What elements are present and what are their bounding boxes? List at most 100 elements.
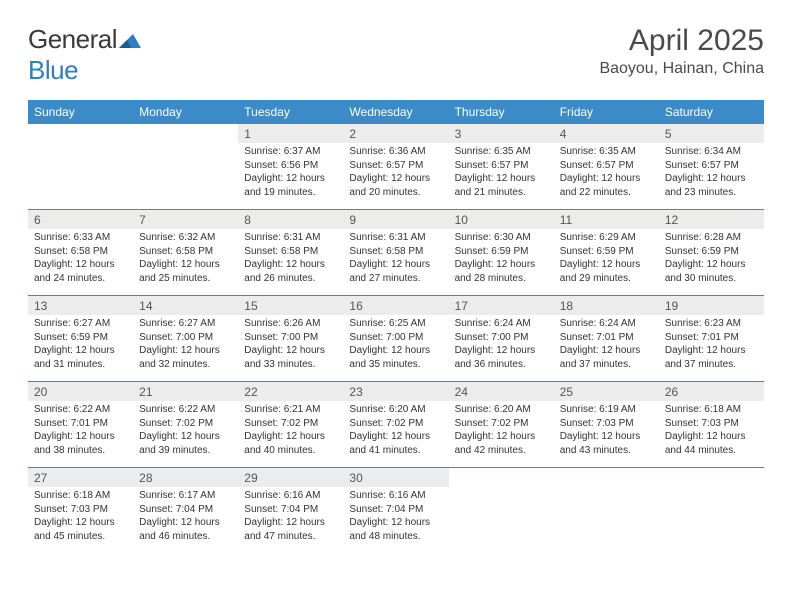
day-number <box>449 467 554 487</box>
day-info: Sunrise: 6:24 AMSunset: 7:00 PMDaylight:… <box>449 315 554 381</box>
daylight-text: Daylight: 12 hours and 32 minutes. <box>139 344 232 371</box>
day-number: 4 <box>554 124 659 143</box>
sunrise-text: Sunrise: 6:27 AM <box>34 317 127 331</box>
day-number: 26 <box>659 381 764 401</box>
sunset-text: Sunset: 7:04 PM <box>139 503 232 517</box>
day-number: 11 <box>554 209 659 229</box>
day-info: Sunrise: 6:30 AMSunset: 6:59 PMDaylight:… <box>449 229 554 295</box>
day-info: Sunrise: 6:37 AMSunset: 6:56 PMDaylight:… <box>238 143 343 209</box>
day-number: 25 <box>554 381 659 401</box>
sunset-text: Sunset: 6:59 PM <box>560 245 653 259</box>
day-number: 7 <box>133 209 238 229</box>
daylight-text: Daylight: 12 hours and 22 minutes. <box>560 172 653 199</box>
logo-text: GeneralBlue <box>28 24 141 86</box>
day-info: Sunrise: 6:27 AMSunset: 7:00 PMDaylight:… <box>133 315 238 381</box>
sunset-text: Sunset: 7:03 PM <box>34 503 127 517</box>
day-number: 3 <box>449 124 554 143</box>
dayhead-mon: Monday <box>133 100 238 124</box>
day-info: Sunrise: 6:24 AMSunset: 7:01 PMDaylight:… <box>554 315 659 381</box>
week-number-row: 13141516171819 <box>28 295 764 315</box>
week-info-row: Sunrise: 6:18 AMSunset: 7:03 PMDaylight:… <box>28 487 764 553</box>
day-info: Sunrise: 6:35 AMSunset: 6:57 PMDaylight:… <box>554 143 659 209</box>
location-label: Baoyou, Hainan, China <box>599 60 764 78</box>
daylight-text: Daylight: 12 hours and 44 minutes. <box>665 430 758 457</box>
daylight-text: Daylight: 12 hours and 26 minutes. <box>244 258 337 285</box>
day-info: Sunrise: 6:23 AMSunset: 7:01 PMDaylight:… <box>659 315 764 381</box>
day-info <box>28 149 133 203</box>
day-number: 27 <box>28 467 133 487</box>
sunrise-text: Sunrise: 6:31 AM <box>349 231 442 245</box>
sunset-text: Sunset: 7:03 PM <box>560 417 653 431</box>
day-number: 1 <box>238 124 343 143</box>
day-number: 9 <box>343 209 448 229</box>
sunrise-text: Sunrise: 6:27 AM <box>139 317 232 331</box>
daylight-text: Daylight: 12 hours and 45 minutes. <box>34 516 127 543</box>
day-number: 22 <box>238 381 343 401</box>
week-number-row: 27282930 <box>28 467 764 487</box>
day-number: 19 <box>659 295 764 315</box>
daylight-text: Daylight: 12 hours and 20 minutes. <box>349 172 442 199</box>
sunset-text: Sunset: 7:04 PM <box>349 503 442 517</box>
sunrise-text: Sunrise: 6:16 AM <box>244 489 337 503</box>
sunset-text: Sunset: 7:02 PM <box>139 417 232 431</box>
sunrise-text: Sunrise: 6:34 AM <box>665 145 758 159</box>
day-header-row: Sunday Monday Tuesday Wednesday Thursday… <box>28 100 764 124</box>
dayhead-wed: Wednesday <box>343 100 448 124</box>
sunrise-text: Sunrise: 6:30 AM <box>455 231 548 245</box>
sunset-text: Sunset: 7:03 PM <box>665 417 758 431</box>
day-info: Sunrise: 6:22 AMSunset: 7:02 PMDaylight:… <box>133 401 238 467</box>
daylight-text: Daylight: 12 hours and 36 minutes. <box>455 344 548 371</box>
daylight-text: Daylight: 12 hours and 48 minutes. <box>349 516 442 543</box>
day-number: 21 <box>133 381 238 401</box>
daylight-text: Daylight: 12 hours and 24 minutes. <box>34 258 127 285</box>
day-info: Sunrise: 6:28 AMSunset: 6:59 PMDaylight:… <box>659 229 764 295</box>
sunrise-text: Sunrise: 6:28 AM <box>665 231 758 245</box>
day-info: Sunrise: 6:21 AMSunset: 7:02 PMDaylight:… <box>238 401 343 467</box>
daylight-text: Daylight: 12 hours and 43 minutes. <box>560 430 653 457</box>
sunset-text: Sunset: 7:00 PM <box>244 331 337 345</box>
daylight-text: Daylight: 12 hours and 28 minutes. <box>455 258 548 285</box>
day-info: Sunrise: 6:16 AMSunset: 7:04 PMDaylight:… <box>343 487 448 553</box>
day-number: 28 <box>133 467 238 487</box>
sunrise-text: Sunrise: 6:21 AM <box>244 403 337 417</box>
day-info <box>449 493 554 547</box>
dayhead-sat: Saturday <box>659 100 764 124</box>
logo-text-general: General <box>28 24 117 54</box>
day-info: Sunrise: 6:20 AMSunset: 7:02 PMDaylight:… <box>343 401 448 467</box>
day-info: Sunrise: 6:33 AMSunset: 6:58 PMDaylight:… <box>28 229 133 295</box>
sunrise-text: Sunrise: 6:17 AM <box>139 489 232 503</box>
calendar-table: Sunday Monday Tuesday Wednesday Thursday… <box>28 100 764 553</box>
sunset-text: Sunset: 6:59 PM <box>34 331 127 345</box>
sunset-text: Sunset: 6:59 PM <box>665 245 758 259</box>
daylight-text: Daylight: 12 hours and 23 minutes. <box>665 172 758 199</box>
daylight-text: Daylight: 12 hours and 39 minutes. <box>139 430 232 457</box>
day-number: 24 <box>449 381 554 401</box>
sunrise-text: Sunrise: 6:31 AM <box>244 231 337 245</box>
day-info <box>659 493 764 547</box>
day-info: Sunrise: 6:25 AMSunset: 7:00 PMDaylight:… <box>343 315 448 381</box>
daylight-text: Daylight: 12 hours and 37 minutes. <box>560 344 653 371</box>
sunset-text: Sunset: 6:57 PM <box>665 159 758 173</box>
sunrise-text: Sunrise: 6:20 AM <box>455 403 548 417</box>
sunset-text: Sunset: 7:01 PM <box>34 417 127 431</box>
day-info <box>133 149 238 203</box>
daylight-text: Daylight: 12 hours and 29 minutes. <box>560 258 653 285</box>
daylight-text: Daylight: 12 hours and 21 minutes. <box>455 172 548 199</box>
daylight-text: Daylight: 12 hours and 37 minutes. <box>665 344 758 371</box>
daylight-text: Daylight: 12 hours and 47 minutes. <box>244 516 337 543</box>
daylight-text: Daylight: 12 hours and 38 minutes. <box>34 430 127 457</box>
day-info: Sunrise: 6:35 AMSunset: 6:57 PMDaylight:… <box>449 143 554 209</box>
day-number: 2 <box>343 124 448 143</box>
sunrise-text: Sunrise: 6:32 AM <box>139 231 232 245</box>
day-number: 13 <box>28 295 133 315</box>
sunset-text: Sunset: 7:02 PM <box>349 417 442 431</box>
day-number: 5 <box>659 124 764 143</box>
sunrise-text: Sunrise: 6:24 AM <box>455 317 548 331</box>
day-info: Sunrise: 6:32 AMSunset: 6:58 PMDaylight:… <box>133 229 238 295</box>
sunrise-text: Sunrise: 6:18 AM <box>665 403 758 417</box>
sunset-text: Sunset: 7:00 PM <box>455 331 548 345</box>
sunrise-text: Sunrise: 6:33 AM <box>34 231 127 245</box>
day-info: Sunrise: 6:18 AMSunset: 7:03 PMDaylight:… <box>28 487 133 553</box>
day-info: Sunrise: 6:29 AMSunset: 6:59 PMDaylight:… <box>554 229 659 295</box>
daylight-text: Daylight: 12 hours and 30 minutes. <box>665 258 758 285</box>
